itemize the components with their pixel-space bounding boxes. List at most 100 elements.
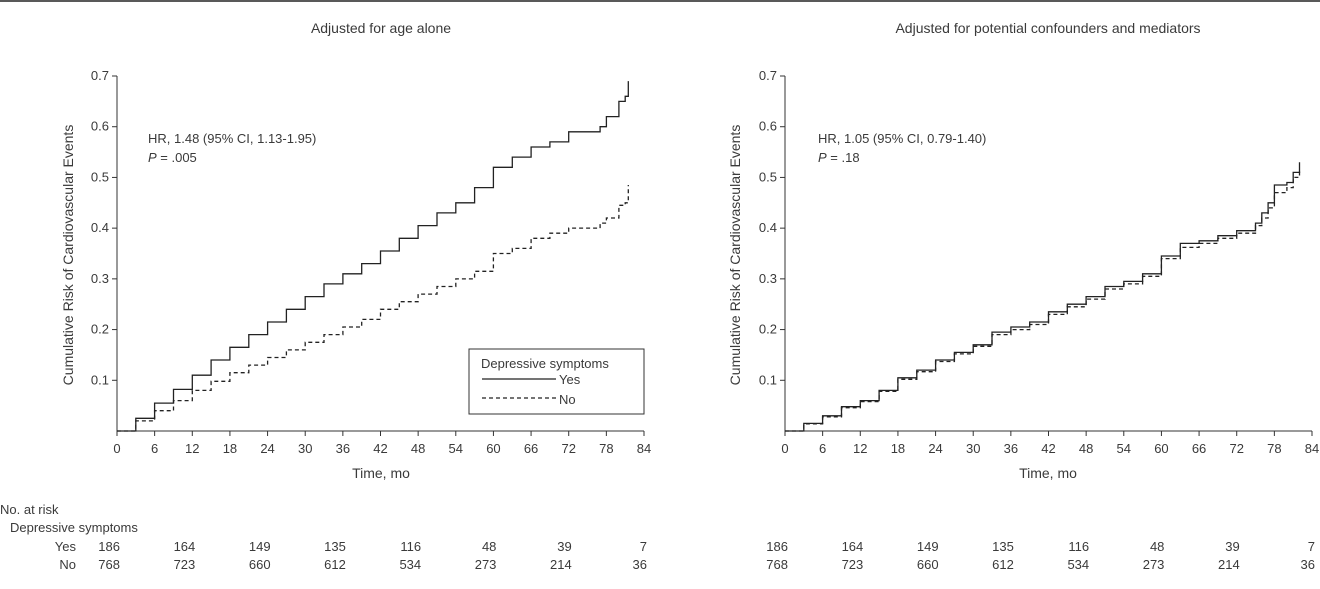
y-tick-label: 0.7 bbox=[759, 68, 777, 83]
chart-panel-confounders: Adjusted for potential confounders and m… bbox=[727, 20, 1319, 481]
x-tick-label: 36 bbox=[336, 441, 350, 456]
x-tick-label: 0 bbox=[113, 441, 120, 456]
y-tick-label: 0.5 bbox=[759, 169, 777, 184]
x-axis-label: Time, mo bbox=[1019, 465, 1077, 481]
at-risk-header: No. at risk bbox=[0, 502, 59, 517]
hr-annotation: HR, 1.48 (95% CI, 1.13-1.95) bbox=[148, 131, 316, 146]
legend-label-yes: Yes bbox=[559, 372, 581, 387]
y-tick-label: 0.7 bbox=[91, 68, 109, 83]
at-risk-value: 48 bbox=[1150, 539, 1164, 554]
x-tick-label: 84 bbox=[637, 441, 651, 456]
at-risk-value: 7 bbox=[1308, 539, 1315, 554]
x-tick-label: 60 bbox=[1154, 441, 1168, 456]
at-risk-row-label-no: No bbox=[59, 557, 76, 572]
x-axis-label: Time, mo bbox=[352, 465, 410, 481]
legend-label-no: No bbox=[559, 392, 576, 407]
x-tick-label: 78 bbox=[1267, 441, 1281, 456]
at-risk-value: 723 bbox=[174, 557, 196, 572]
x-tick-label: 42 bbox=[373, 441, 387, 456]
at-risk-value: 612 bbox=[992, 557, 1014, 572]
x-tick-label: 54 bbox=[449, 441, 463, 456]
series-line-yes bbox=[785, 162, 1301, 432]
at-risk-row-label-yes: Yes bbox=[55, 539, 77, 554]
at-risk-subheader: Depressive symptoms bbox=[10, 520, 138, 535]
at-risk-value: 660 bbox=[917, 557, 939, 572]
y-tick-label: 0.6 bbox=[759, 119, 777, 134]
p-annotation: P = .005 bbox=[148, 150, 197, 165]
x-tick-label: 78 bbox=[599, 441, 613, 456]
chart-panel-age: Adjusted for age alone Cumulative Risk o… bbox=[60, 20, 651, 481]
at-risk-value: 273 bbox=[475, 557, 497, 572]
at-risk-value: 135 bbox=[324, 539, 346, 554]
at-risk-value: 273 bbox=[1143, 557, 1165, 572]
x-tick-label: 72 bbox=[561, 441, 575, 456]
y-tick-label: 0.2 bbox=[759, 322, 777, 337]
at-risk-value: 135 bbox=[992, 539, 1014, 554]
p-annotation: P = .18 bbox=[818, 150, 860, 165]
series-line-yes bbox=[117, 81, 629, 432]
at-risk-value: 660 bbox=[249, 557, 271, 572]
at-risk-value: 149 bbox=[917, 539, 939, 554]
at-risk-value: 612 bbox=[324, 557, 346, 572]
y-tick-label: 0.4 bbox=[759, 220, 777, 235]
series-line-no bbox=[117, 185, 629, 432]
p-value: = .005 bbox=[157, 150, 197, 165]
y-axis-label: Cumulative Risk of Cardiovascular Events bbox=[727, 125, 743, 386]
at-risk-table: No. at risk Depressive symptoms Yes No 1… bbox=[0, 502, 1315, 572]
at-risk-value: 164 bbox=[842, 539, 864, 554]
x-tick-label: 6 bbox=[819, 441, 826, 456]
p-value: = .18 bbox=[827, 150, 860, 165]
x-tick-label: 18 bbox=[223, 441, 237, 456]
legend-title: Depressive symptoms bbox=[481, 356, 609, 371]
y-tick-label: 0.6 bbox=[91, 119, 109, 134]
x-tick-label: 24 bbox=[260, 441, 274, 456]
hr-annotation: HR, 1.05 (95% CI, 0.79-1.40) bbox=[818, 131, 986, 146]
series-line-no bbox=[785, 169, 1301, 432]
y-tick-label: 0.2 bbox=[91, 322, 109, 337]
at-risk-value: 48 bbox=[482, 539, 496, 554]
y-tick-label: 0.3 bbox=[91, 271, 109, 286]
at-risk-value: 116 bbox=[1068, 539, 1089, 554]
x-tick-label: 36 bbox=[1004, 441, 1018, 456]
x-tick-label: 30 bbox=[966, 441, 980, 456]
x-tick-label: 54 bbox=[1117, 441, 1131, 456]
x-tick-label: 48 bbox=[411, 441, 425, 456]
x-tick-label: 66 bbox=[1192, 441, 1206, 456]
at-risk-value: 534 bbox=[1067, 557, 1089, 572]
y-tick-label: 0.1 bbox=[759, 372, 777, 387]
at-risk-value: 768 bbox=[98, 557, 120, 572]
y-tick-label: 0.4 bbox=[91, 220, 109, 235]
y-axis-label: Cumulative Risk of Cardiovascular Events bbox=[60, 125, 76, 386]
at-risk-value: 164 bbox=[174, 539, 196, 554]
chart-title: Adjusted for potential confounders and m… bbox=[895, 20, 1200, 36]
chart-title: Adjusted for age alone bbox=[311, 20, 451, 36]
x-tick-label: 12 bbox=[185, 441, 199, 456]
y-tick-label: 0.5 bbox=[91, 169, 109, 184]
at-risk-value: 723 bbox=[842, 557, 864, 572]
x-tick-label: 0 bbox=[781, 441, 788, 456]
at-risk-value: 7 bbox=[640, 539, 647, 554]
x-tick-label: 66 bbox=[524, 441, 538, 456]
x-tick-label: 30 bbox=[298, 441, 312, 456]
legend: Depressive symptoms Yes No bbox=[468, 348, 645, 415]
at-risk-value: 214 bbox=[550, 557, 572, 572]
x-tick-label: 48 bbox=[1079, 441, 1093, 456]
legend-box bbox=[468, 348, 645, 415]
x-tick-label: 12 bbox=[853, 441, 867, 456]
at-risk-value: 39 bbox=[557, 539, 571, 554]
at-risk-value: 768 bbox=[766, 557, 788, 572]
x-tick-label: 84 bbox=[1305, 441, 1319, 456]
x-tick-label: 18 bbox=[891, 441, 905, 456]
p-label: P bbox=[818, 150, 827, 165]
at-risk-value: 149 bbox=[249, 539, 271, 554]
at-risk-value: 214 bbox=[1218, 557, 1240, 572]
x-tick-label: 42 bbox=[1041, 441, 1055, 456]
at-risk-value: 39 bbox=[1225, 539, 1239, 554]
y-tick-label: 0.3 bbox=[759, 271, 777, 286]
x-tick-label: 60 bbox=[486, 441, 500, 456]
x-tick-label: 6 bbox=[151, 441, 158, 456]
x-tick-label: 72 bbox=[1229, 441, 1243, 456]
at-risk-value: 116 bbox=[400, 539, 421, 554]
p-label: P bbox=[148, 150, 157, 165]
